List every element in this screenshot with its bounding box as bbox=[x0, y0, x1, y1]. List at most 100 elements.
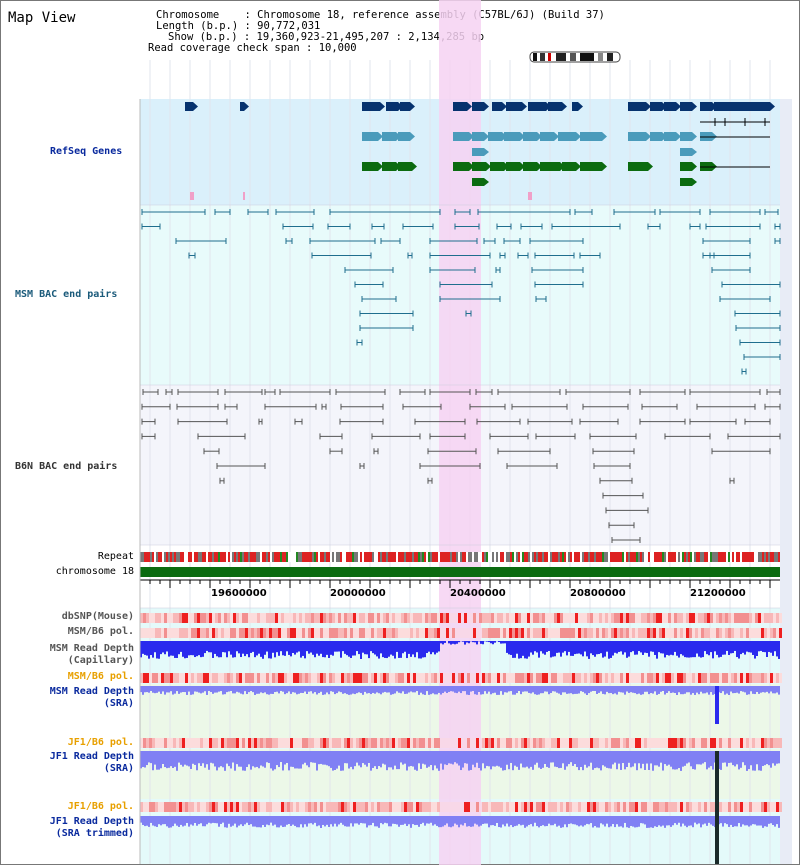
depth-bar bbox=[496, 751, 498, 766]
depth-bar bbox=[294, 686, 296, 693]
depth-bar bbox=[348, 751, 350, 769]
depth-bar bbox=[722, 641, 724, 655]
pol-mark bbox=[401, 802, 404, 812]
pol-mark bbox=[182, 628, 185, 638]
depth-bar bbox=[760, 686, 762, 693]
depth-bar bbox=[676, 641, 678, 656]
depth-bar bbox=[462, 751, 464, 768]
pol-mark bbox=[461, 673, 464, 683]
depth-bar bbox=[438, 751, 440, 771]
repeat-mark bbox=[760, 552, 762, 562]
ideogram-band bbox=[580, 53, 594, 61]
depth-bar bbox=[550, 751, 552, 763]
depth-bar bbox=[600, 816, 602, 824]
pol-mark bbox=[488, 802, 491, 812]
depth-bar bbox=[656, 751, 658, 766]
depth-bar bbox=[316, 751, 318, 771]
pol-mark bbox=[524, 802, 527, 812]
pol-mark bbox=[440, 628, 443, 638]
pol-mark bbox=[164, 613, 167, 623]
pol-mark bbox=[212, 802, 215, 812]
depth-bar bbox=[514, 641, 516, 658]
pol-mark bbox=[530, 738, 533, 748]
depth-bar bbox=[342, 641, 344, 652]
repeat-mark bbox=[652, 552, 654, 562]
pol-mark bbox=[563, 673, 566, 683]
depth-bar bbox=[242, 751, 244, 771]
depth-bar bbox=[596, 751, 598, 768]
pol-mark bbox=[515, 673, 518, 683]
depth-bar bbox=[456, 751, 458, 764]
track-label-refseq[interactable]: RefSeq Genes bbox=[50, 146, 123, 157]
depth-bar bbox=[254, 816, 256, 827]
repeat-mark bbox=[250, 552, 252, 562]
pol-mark bbox=[164, 802, 167, 812]
pol-mark bbox=[314, 613, 317, 623]
depth-bar bbox=[566, 686, 568, 694]
depth-bar bbox=[364, 751, 366, 765]
depth-bar bbox=[762, 641, 764, 652]
pol-mark bbox=[323, 613, 326, 623]
depth-bar bbox=[524, 751, 526, 768]
pol-mark bbox=[167, 738, 170, 748]
depth-bar bbox=[280, 641, 282, 652]
pol-mark bbox=[380, 628, 383, 638]
repeat-mark bbox=[216, 552, 218, 562]
depth-bar bbox=[182, 816, 184, 827]
depth-bar bbox=[586, 686, 588, 695]
gene-block bbox=[362, 132, 378, 141]
pol-mark bbox=[284, 628, 287, 638]
depth-bar bbox=[520, 641, 522, 659]
pol-mark bbox=[695, 738, 698, 748]
repeat-mark bbox=[352, 552, 354, 562]
depth-bar bbox=[462, 641, 464, 642]
depth-bar bbox=[610, 641, 612, 658]
pol-mark bbox=[476, 613, 479, 623]
depth-bar bbox=[524, 816, 526, 828]
pol-mark bbox=[248, 738, 251, 748]
depth-bar bbox=[554, 641, 556, 657]
depth-bar bbox=[682, 751, 684, 767]
pol-mark bbox=[200, 738, 203, 748]
depth-bar bbox=[188, 816, 190, 827]
depth-bar bbox=[536, 686, 538, 695]
pol-mark bbox=[710, 802, 713, 812]
pol-mark bbox=[188, 673, 191, 683]
gene-block bbox=[650, 102, 662, 111]
depth-bar bbox=[380, 686, 382, 695]
pol-mark bbox=[623, 673, 626, 683]
pol-mark bbox=[176, 802, 179, 812]
pol-mark bbox=[290, 613, 293, 623]
repeat-mark bbox=[252, 552, 254, 562]
track-label-msm-bac[interactable]: MSM BAC end pairs bbox=[15, 289, 118, 300]
depth-bar bbox=[354, 641, 356, 656]
pol-mark bbox=[728, 673, 731, 683]
depth-bar bbox=[468, 816, 470, 827]
pol-mark bbox=[413, 738, 416, 748]
pol-mark bbox=[515, 613, 518, 623]
depth-bar bbox=[758, 816, 760, 826]
pol-mark bbox=[704, 628, 707, 638]
pol-mark bbox=[590, 628, 593, 638]
depth-bar bbox=[640, 686, 642, 695]
depth-bar bbox=[470, 686, 472, 692]
track-label-b6n-bac[interactable]: B6N BAC end pairs bbox=[15, 461, 118, 472]
pol-mark bbox=[281, 628, 284, 638]
depth-bar bbox=[304, 641, 306, 659]
pol-mark bbox=[422, 613, 425, 623]
pol-mark bbox=[662, 613, 665, 623]
pol-mark bbox=[545, 628, 548, 638]
repeat-mark bbox=[316, 552, 318, 562]
pol-mark bbox=[590, 613, 593, 623]
ideogram-band bbox=[570, 53, 576, 61]
depth-bar bbox=[476, 686, 478, 695]
repeat-mark bbox=[688, 552, 690, 562]
pol-mark bbox=[635, 802, 638, 812]
repeat-mark bbox=[166, 552, 168, 562]
depth-bar bbox=[386, 686, 388, 693]
depth-bar bbox=[674, 641, 676, 652]
pol-mark bbox=[776, 613, 779, 623]
repeat-mark bbox=[644, 552, 646, 562]
depth-bar bbox=[272, 751, 274, 771]
